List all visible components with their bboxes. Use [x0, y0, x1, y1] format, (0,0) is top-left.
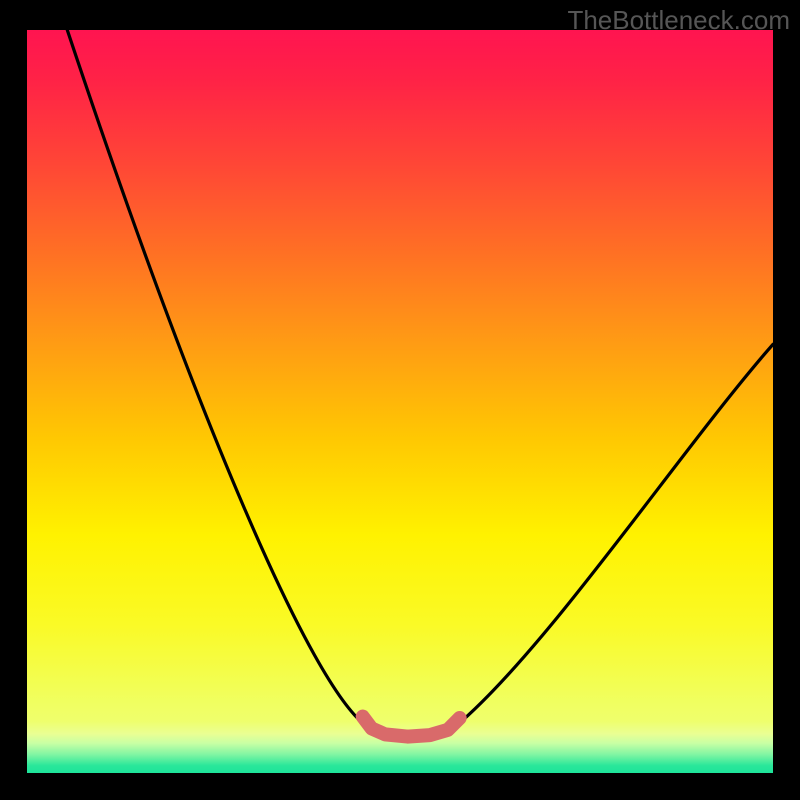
gradient-background	[27, 30, 773, 773]
watermark-label: TheBottleneck.com	[567, 5, 790, 36]
plot-svg	[27, 30, 773, 773]
chart-frame: TheBottleneck.com	[0, 0, 800, 800]
plot-area	[27, 30, 773, 773]
